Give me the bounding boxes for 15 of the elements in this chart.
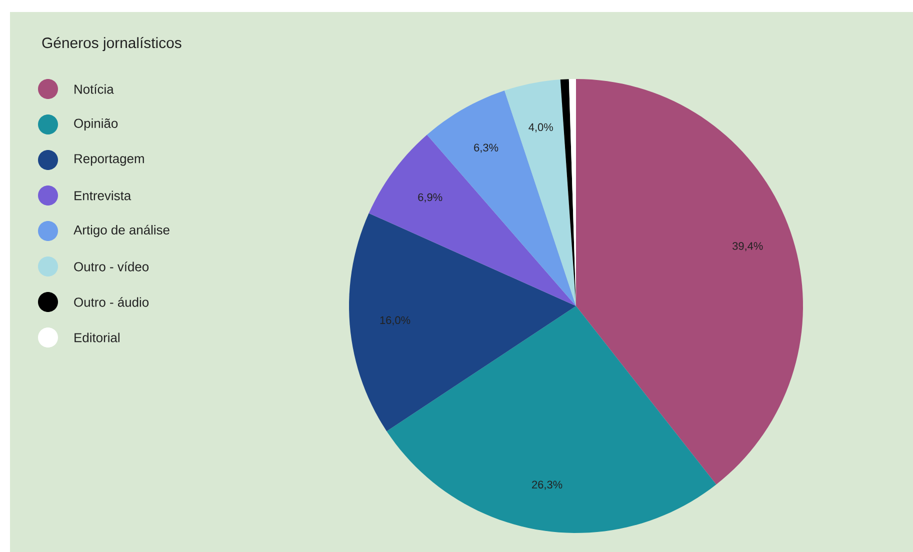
data-label: 16,0%	[380, 316, 410, 326]
data-label: 6,3%	[474, 144, 498, 153]
legend-label: Editorial	[74, 332, 120, 342]
data-label: 39,4%	[732, 242, 763, 252]
legend-label: Reportagem	[74, 154, 144, 166]
data-label: 26,3%	[532, 480, 562, 490]
legend-label: Artigo de análise	[74, 224, 170, 238]
legend-label: Entrevista	[74, 190, 132, 200]
legend-label: Outro - vídeo	[74, 262, 149, 272]
data-label: 6,9%	[418, 193, 442, 202]
legend-label: Outro - áudio	[74, 297, 149, 307]
data-label: 4,0%	[528, 123, 553, 132]
legend-label: Opinião	[74, 118, 118, 131]
legend-title: Géneros jornalísticos	[42, 36, 182, 52]
legend-label: Notícia	[74, 84, 114, 94]
